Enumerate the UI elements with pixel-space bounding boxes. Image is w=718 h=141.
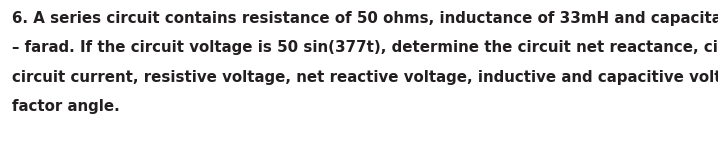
Text: 6. A series circuit contains resistance of 50 ohms, inductance of 33mH and capac: 6. A series circuit contains resistance …: [12, 11, 718, 26]
Text: – farad. If the circuit voltage is 50 sin(377t), determine the circuit net react: – farad. If the circuit voltage is 50 si…: [12, 40, 718, 56]
Text: factor angle.: factor angle.: [12, 100, 120, 114]
Text: circuit current, resistive voltage, net reactive voltage, inductive and capaciti: circuit current, resistive voltage, net …: [12, 70, 718, 85]
